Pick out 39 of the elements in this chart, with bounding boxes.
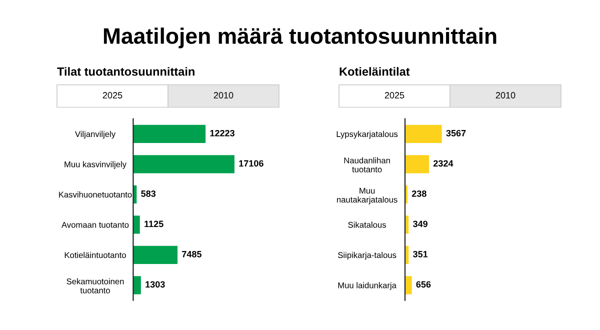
text: 2025 xyxy=(384,92,404,98)
bar xyxy=(405,155,429,174)
text: 2025 xyxy=(102,92,122,98)
y-tick-label: Muu kasvinviljely xyxy=(64,161,126,169)
data-label: 2324 xyxy=(433,160,454,167)
y-tick-label: Siipikarja-talous xyxy=(338,252,396,260)
y-tick-label: Kotieläintuotanto xyxy=(64,252,126,258)
data-label: 17106 xyxy=(239,160,264,167)
data-label: 1125 xyxy=(144,220,164,228)
y-tick-label: Muu nautakarjatalous xyxy=(337,188,398,204)
bar xyxy=(133,155,234,174)
data-label: 238 xyxy=(412,190,426,197)
data-label: 7485 xyxy=(182,250,202,258)
data-label: 3567 xyxy=(446,130,466,136)
data-label: 583 xyxy=(141,190,156,197)
data-label: 12223 xyxy=(210,130,234,136)
y-tick-label: Kasvihuonetuotanto xyxy=(59,191,132,198)
y-tick-label: Sekamuotoinen tuotanto xyxy=(66,278,124,294)
text: Maatilojen määrä tuotantosuunnittain xyxy=(104,28,496,48)
y-tick-label: Lypsykarjatalous xyxy=(336,130,398,139)
bar xyxy=(133,124,206,143)
data-label: 349 xyxy=(412,220,428,228)
chart-subtitle: Kotieläintilat xyxy=(340,67,410,76)
bar xyxy=(405,276,412,294)
text: 2010 xyxy=(214,92,234,98)
y-tick-label: Viljanviljely xyxy=(74,130,116,139)
y-tick-label: Muu laidunkarja xyxy=(338,282,396,290)
bar xyxy=(133,246,178,264)
text: 2010 xyxy=(496,92,516,98)
bar xyxy=(133,276,141,294)
bar xyxy=(405,124,442,143)
y-tick-label: Avomaan tuotanto xyxy=(62,222,129,228)
data-label: 656 xyxy=(416,281,431,288)
y-tick-label: Sikatalous xyxy=(348,222,386,228)
y-tick-label: Naudanlihan tuotanto xyxy=(344,157,390,172)
chart-subtitle: Tilat tuotantosuunnittain xyxy=(57,67,194,76)
bar xyxy=(133,216,140,234)
data-label: 1303 xyxy=(146,281,165,288)
data-label: 351 xyxy=(412,250,428,258)
